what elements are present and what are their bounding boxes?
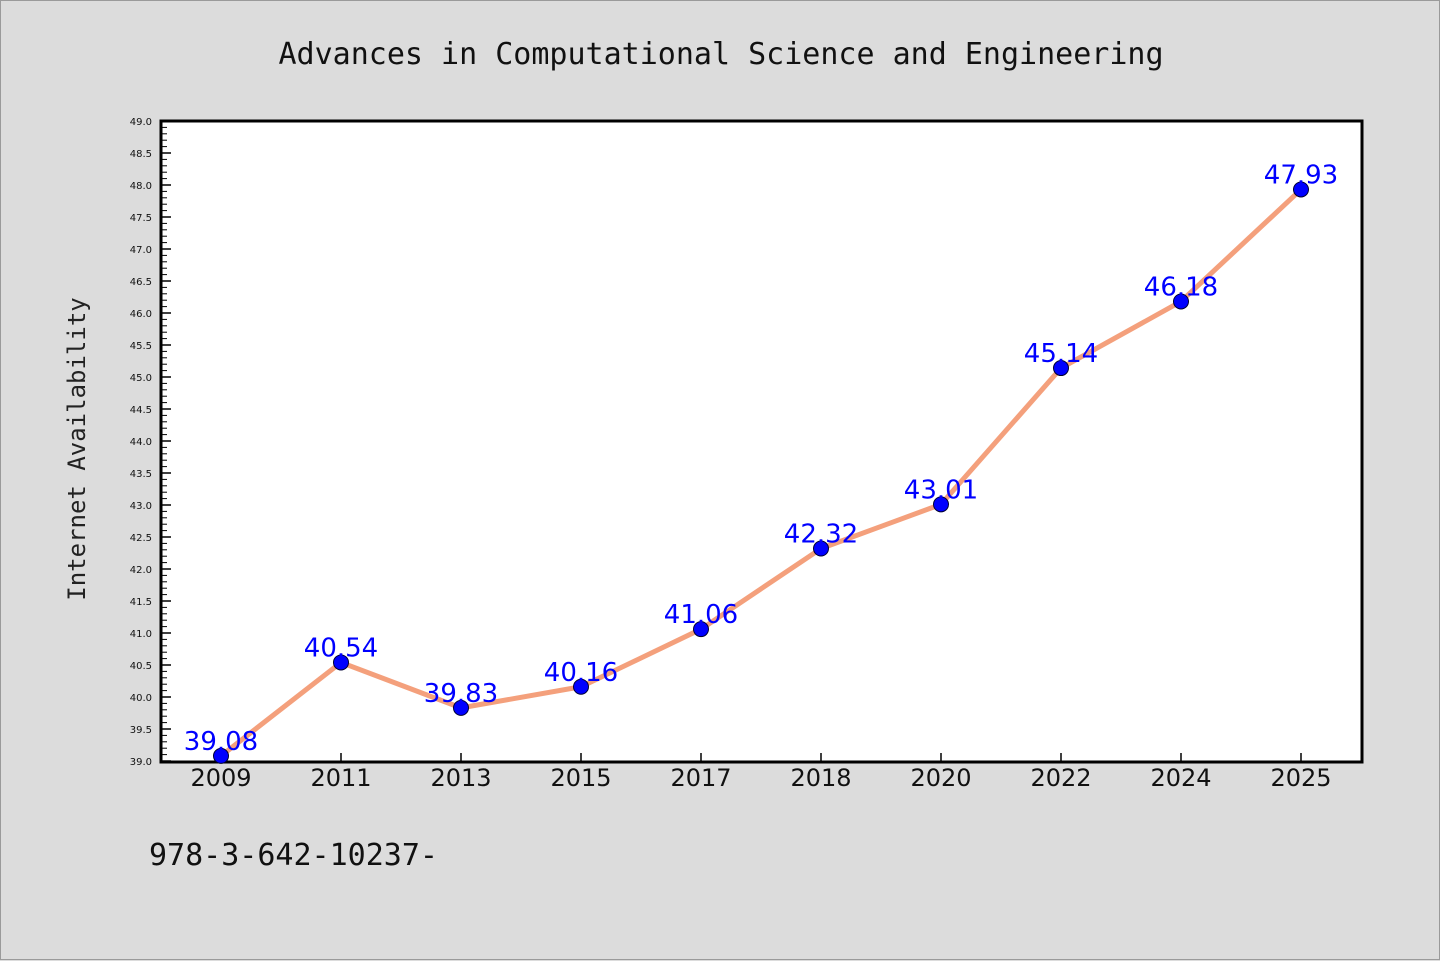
y-tick-label: 41.5 <box>130 597 152 608</box>
x-tick-label: 2024 <box>1150 764 1211 792</box>
y-tick-label: 39.0 <box>130 757 152 768</box>
x-tick-label: 2009 <box>190 764 251 792</box>
y-tick-label: 40.5 <box>130 661 152 672</box>
y-tick-label: 46.5 <box>130 277 152 288</box>
data-label: 47.93 <box>1264 160 1338 190</box>
y-tick-label: 49.0 <box>130 117 152 128</box>
data-point <box>213 747 229 764</box>
data-label: 42.32 <box>784 520 858 550</box>
data-label: 40.54 <box>304 633 378 663</box>
x-tick-label: 2022 <box>1030 764 1091 792</box>
data-point <box>813 540 829 557</box>
y-axis: 39.0 39.5 40.0 40.5 41.0 41.5 42.0 42.5 43.0 43.5… <box>130 117 171 768</box>
x-tick-label: 2013 <box>430 764 491 792</box>
data-label: 45.14 <box>1024 339 1098 369</box>
y-tick-label: 46.0 <box>130 309 152 320</box>
y-tick-label: 42.5 <box>130 533 152 544</box>
data-markers <box>213 181 1309 764</box>
y-tick-label: 41.0 <box>130 629 152 640</box>
data-label: 40.16 <box>544 658 618 688</box>
y-tick-label: 44.0 <box>130 437 152 448</box>
data-point <box>1293 181 1309 198</box>
x-tick-label: 2017 <box>670 764 731 792</box>
x-tick-label: 2018 <box>790 764 851 792</box>
footer-note: 978-3-642-10237- <box>149 838 438 873</box>
data-point <box>573 678 589 695</box>
x-axis: 2009 2011 2013 2015 2017 2018 2020 2022 2024 2025 <box>190 753 1332 792</box>
y-tick-label: 47.5 <box>130 213 152 224</box>
y-tick-label: 42.0 <box>130 565 152 576</box>
data-label: 43.01 <box>904 475 978 505</box>
series-line <box>219 187 1303 758</box>
y-tick-label: 45.5 <box>130 341 152 352</box>
data-point <box>1053 360 1069 377</box>
x-tick-label: 2011 <box>310 764 371 792</box>
y-tick-label: 48.5 <box>130 149 152 160</box>
y-tick-label: 40.0 <box>130 693 152 704</box>
y-tick-label: 43.0 <box>130 501 152 512</box>
data-label: 39.08 <box>184 727 258 757</box>
y-tick-label: 43.5 <box>130 469 152 480</box>
y-tick-label: 39.5 <box>130 725 152 736</box>
x-tick-label: 2020 <box>910 764 971 792</box>
chart-title: Advances in Computational Science and En… <box>278 37 1163 72</box>
x-tick-label: 2015 <box>550 764 611 792</box>
y-tick-label: 44.5 <box>130 405 152 416</box>
y-tick-label: 47.0 <box>130 245 152 256</box>
data-point <box>1173 293 1189 310</box>
data-point <box>693 621 709 638</box>
x-tick-label: 2025 <box>1270 764 1331 792</box>
data-point <box>453 699 469 716</box>
data-labels: 39.08 40.54 39.83 40.16 41.06 42.32 43.01 45.14… <box>184 160 1338 756</box>
y-tick-label: 48.0 <box>130 181 152 192</box>
data-label: 39.83 <box>424 679 498 709</box>
plot-area <box>159 119 1364 764</box>
data-label: 46.18 <box>1144 272 1218 302</box>
data-point <box>933 496 949 513</box>
y-tick-label: 45.0 <box>130 373 152 384</box>
y-axis-label: Internet Availability <box>63 297 91 600</box>
data-label: 41.06 <box>664 600 738 630</box>
data-point <box>333 654 349 671</box>
